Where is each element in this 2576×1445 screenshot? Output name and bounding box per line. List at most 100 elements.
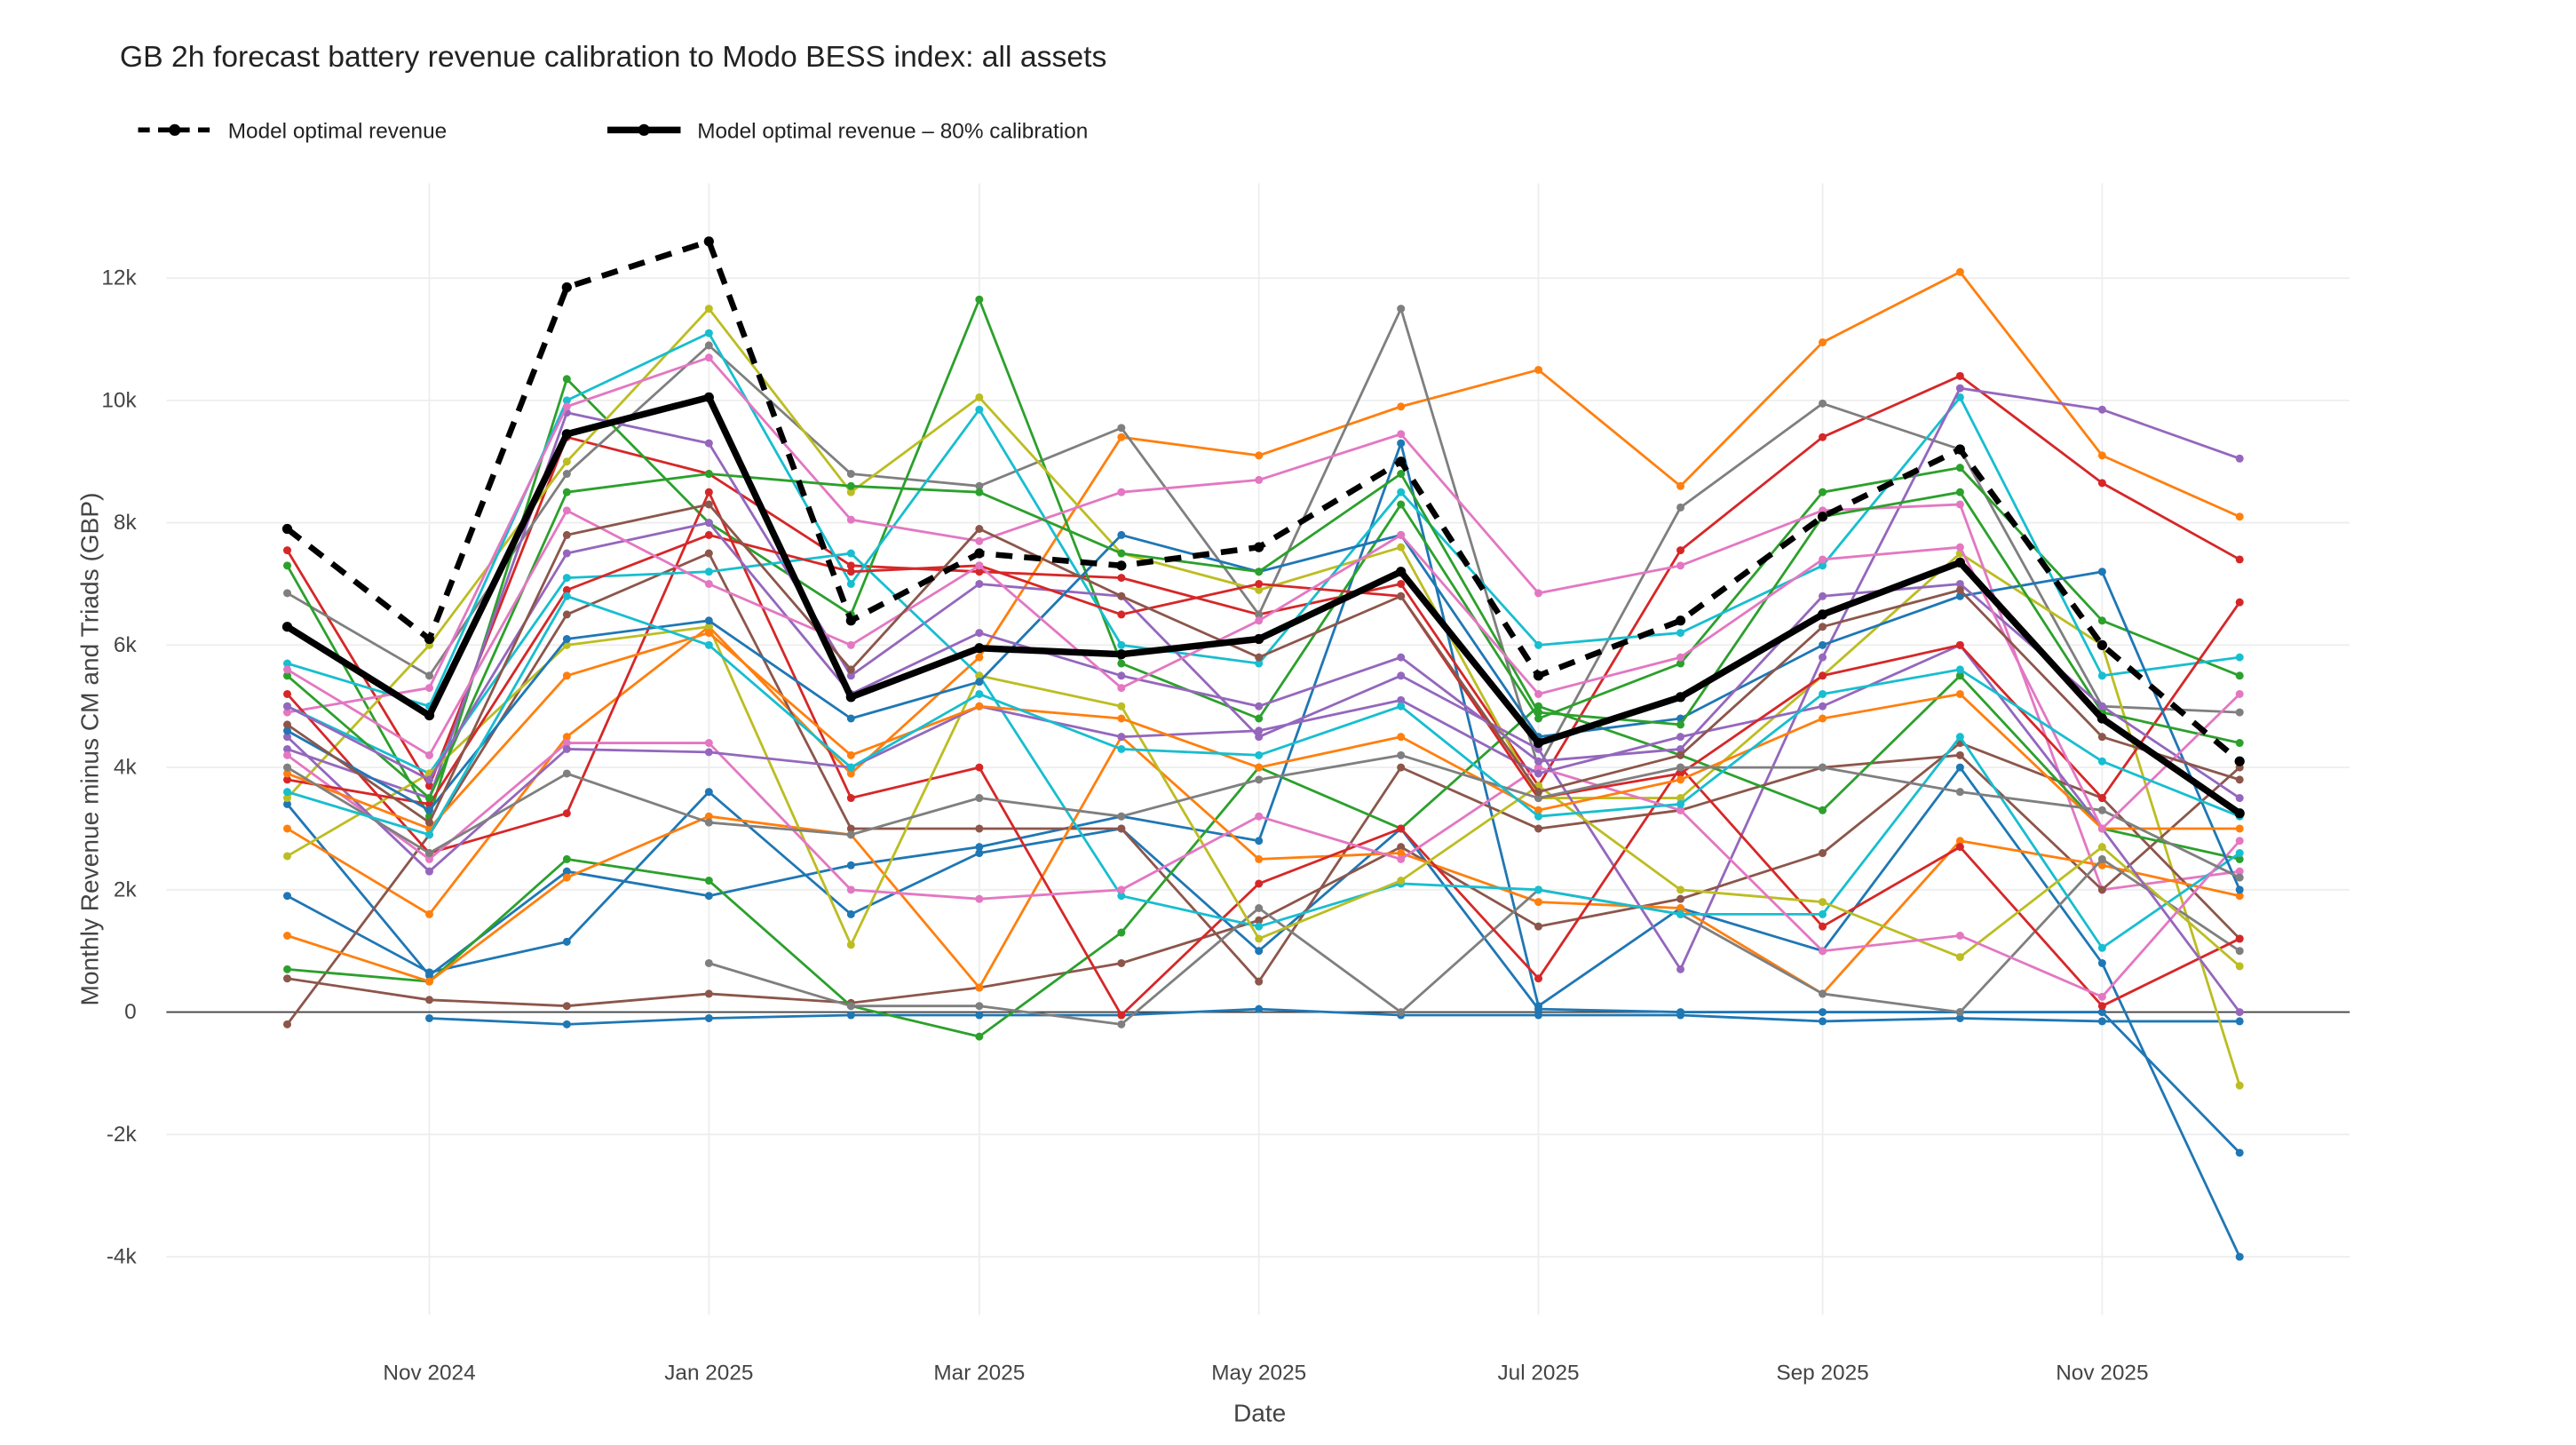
- asset-series-9: [283, 329, 2244, 711]
- data-point: [283, 561, 291, 570]
- data-point: [425, 909, 433, 918]
- data-point: [1676, 546, 1685, 555]
- data-point: [283, 659, 291, 668]
- data-point: [975, 763, 984, 772]
- data-point: [1397, 402, 1406, 411]
- data-point: [1534, 788, 1543, 797]
- data-point: [2235, 739, 2244, 748]
- data-point: [283, 750, 291, 759]
- asset-series-7: [283, 295, 2244, 821]
- data-point: [1117, 424, 1126, 433]
- data-point: [2235, 794, 2244, 803]
- data-point: [1255, 653, 1264, 662]
- asset-series-27: [283, 519, 2244, 803]
- y-tick-label: 8k: [114, 511, 138, 535]
- data-point: [1955, 464, 1964, 472]
- asset-series-30: [283, 500, 2244, 827]
- data-point: [846, 794, 855, 803]
- data-point: [846, 885, 855, 894]
- data-point: [1819, 1017, 1827, 1026]
- data-point: [2097, 885, 2106, 894]
- data-point: [1255, 475, 1264, 484]
- data-point: [1534, 1011, 1543, 1020]
- data-point: [1676, 561, 1685, 570]
- data-point: [846, 488, 855, 496]
- data-point: [1955, 543, 1964, 552]
- data-point: [562, 488, 571, 496]
- data-point: [1819, 337, 1827, 346]
- data-point: [1255, 750, 1264, 759]
- data-point: [1676, 894, 1685, 903]
- data-point: [1955, 1008, 1964, 1017]
- data-point: [562, 809, 571, 818]
- data-point: [1819, 909, 1827, 918]
- data-point: [562, 574, 571, 583]
- data-point: [425, 968, 433, 977]
- data-point: [1534, 812, 1543, 821]
- data-point: [2097, 451, 2106, 460]
- data-point: [1676, 659, 1685, 668]
- data-point: [975, 1032, 984, 1041]
- data-point: [425, 806, 433, 814]
- data-point: [1954, 557, 1965, 568]
- legend-marker: [169, 123, 181, 136]
- data-point: [1817, 609, 1828, 620]
- data-point: [562, 937, 571, 946]
- data-point: [562, 873, 571, 882]
- asset-series-29: [283, 591, 2244, 839]
- data-point: [2235, 873, 2244, 882]
- y-tick-label: 0: [124, 1000, 137, 1024]
- data-point: [283, 824, 291, 833]
- legend-marker: [638, 123, 650, 136]
- data-point: [2097, 843, 2106, 852]
- data-point: [975, 295, 984, 304]
- data-point: [846, 750, 855, 759]
- data-point: [562, 1002, 571, 1011]
- data-point: [2235, 454, 2244, 463]
- data-point: [2235, 512, 2244, 521]
- data-point: [1397, 488, 1406, 496]
- data-point: [283, 892, 291, 901]
- data-point: [2235, 849, 2244, 858]
- data-point: [1117, 659, 1126, 668]
- data-point: [1819, 947, 1827, 956]
- data-point: [704, 305, 713, 314]
- data-point: [1255, 934, 1264, 943]
- data-point: [1955, 393, 1964, 401]
- data-point: [846, 671, 855, 680]
- asset-series-3: [283, 788, 2244, 1157]
- data-point: [1534, 640, 1543, 649]
- data-point: [562, 506, 571, 515]
- data-point: [1819, 555, 1827, 564]
- data-point: [1955, 500, 1964, 509]
- data-point: [1255, 1004, 1264, 1013]
- data-point: [1117, 671, 1126, 680]
- data-point: [283, 733, 291, 742]
- data-point: [703, 236, 714, 247]
- data-point: [1955, 488, 1964, 496]
- data-point: [283, 775, 291, 784]
- data-point: [283, 763, 291, 772]
- data-point: [846, 515, 855, 524]
- data-point: [975, 405, 984, 414]
- data-point: [2097, 958, 2106, 967]
- data-point: [283, 726, 291, 735]
- data-point: [2235, 1008, 2244, 1017]
- data-point: [975, 481, 984, 490]
- asset-series-6: [283, 305, 2244, 772]
- data-point: [425, 830, 433, 839]
- data-point: [562, 867, 571, 876]
- legend-item-model-optimal-revenue-80-calibration[interactable]: Model optimal revenue – 80% calibration: [607, 120, 1088, 144]
- series-line: [287, 356, 2240, 892]
- data-point: [1255, 451, 1264, 460]
- data-point: [975, 536, 984, 545]
- data-point: [1676, 806, 1685, 814]
- data-point: [846, 1002, 855, 1011]
- data-point: [2097, 854, 2106, 863]
- data-point: [283, 799, 291, 808]
- asset-series-28: [283, 506, 2244, 833]
- data-point: [1255, 714, 1264, 723]
- asset-series-26: [283, 750, 2244, 882]
- legend-item-model-optimal-revenue[interactable]: Model optimal revenue: [138, 120, 448, 144]
- data-point: [562, 402, 571, 411]
